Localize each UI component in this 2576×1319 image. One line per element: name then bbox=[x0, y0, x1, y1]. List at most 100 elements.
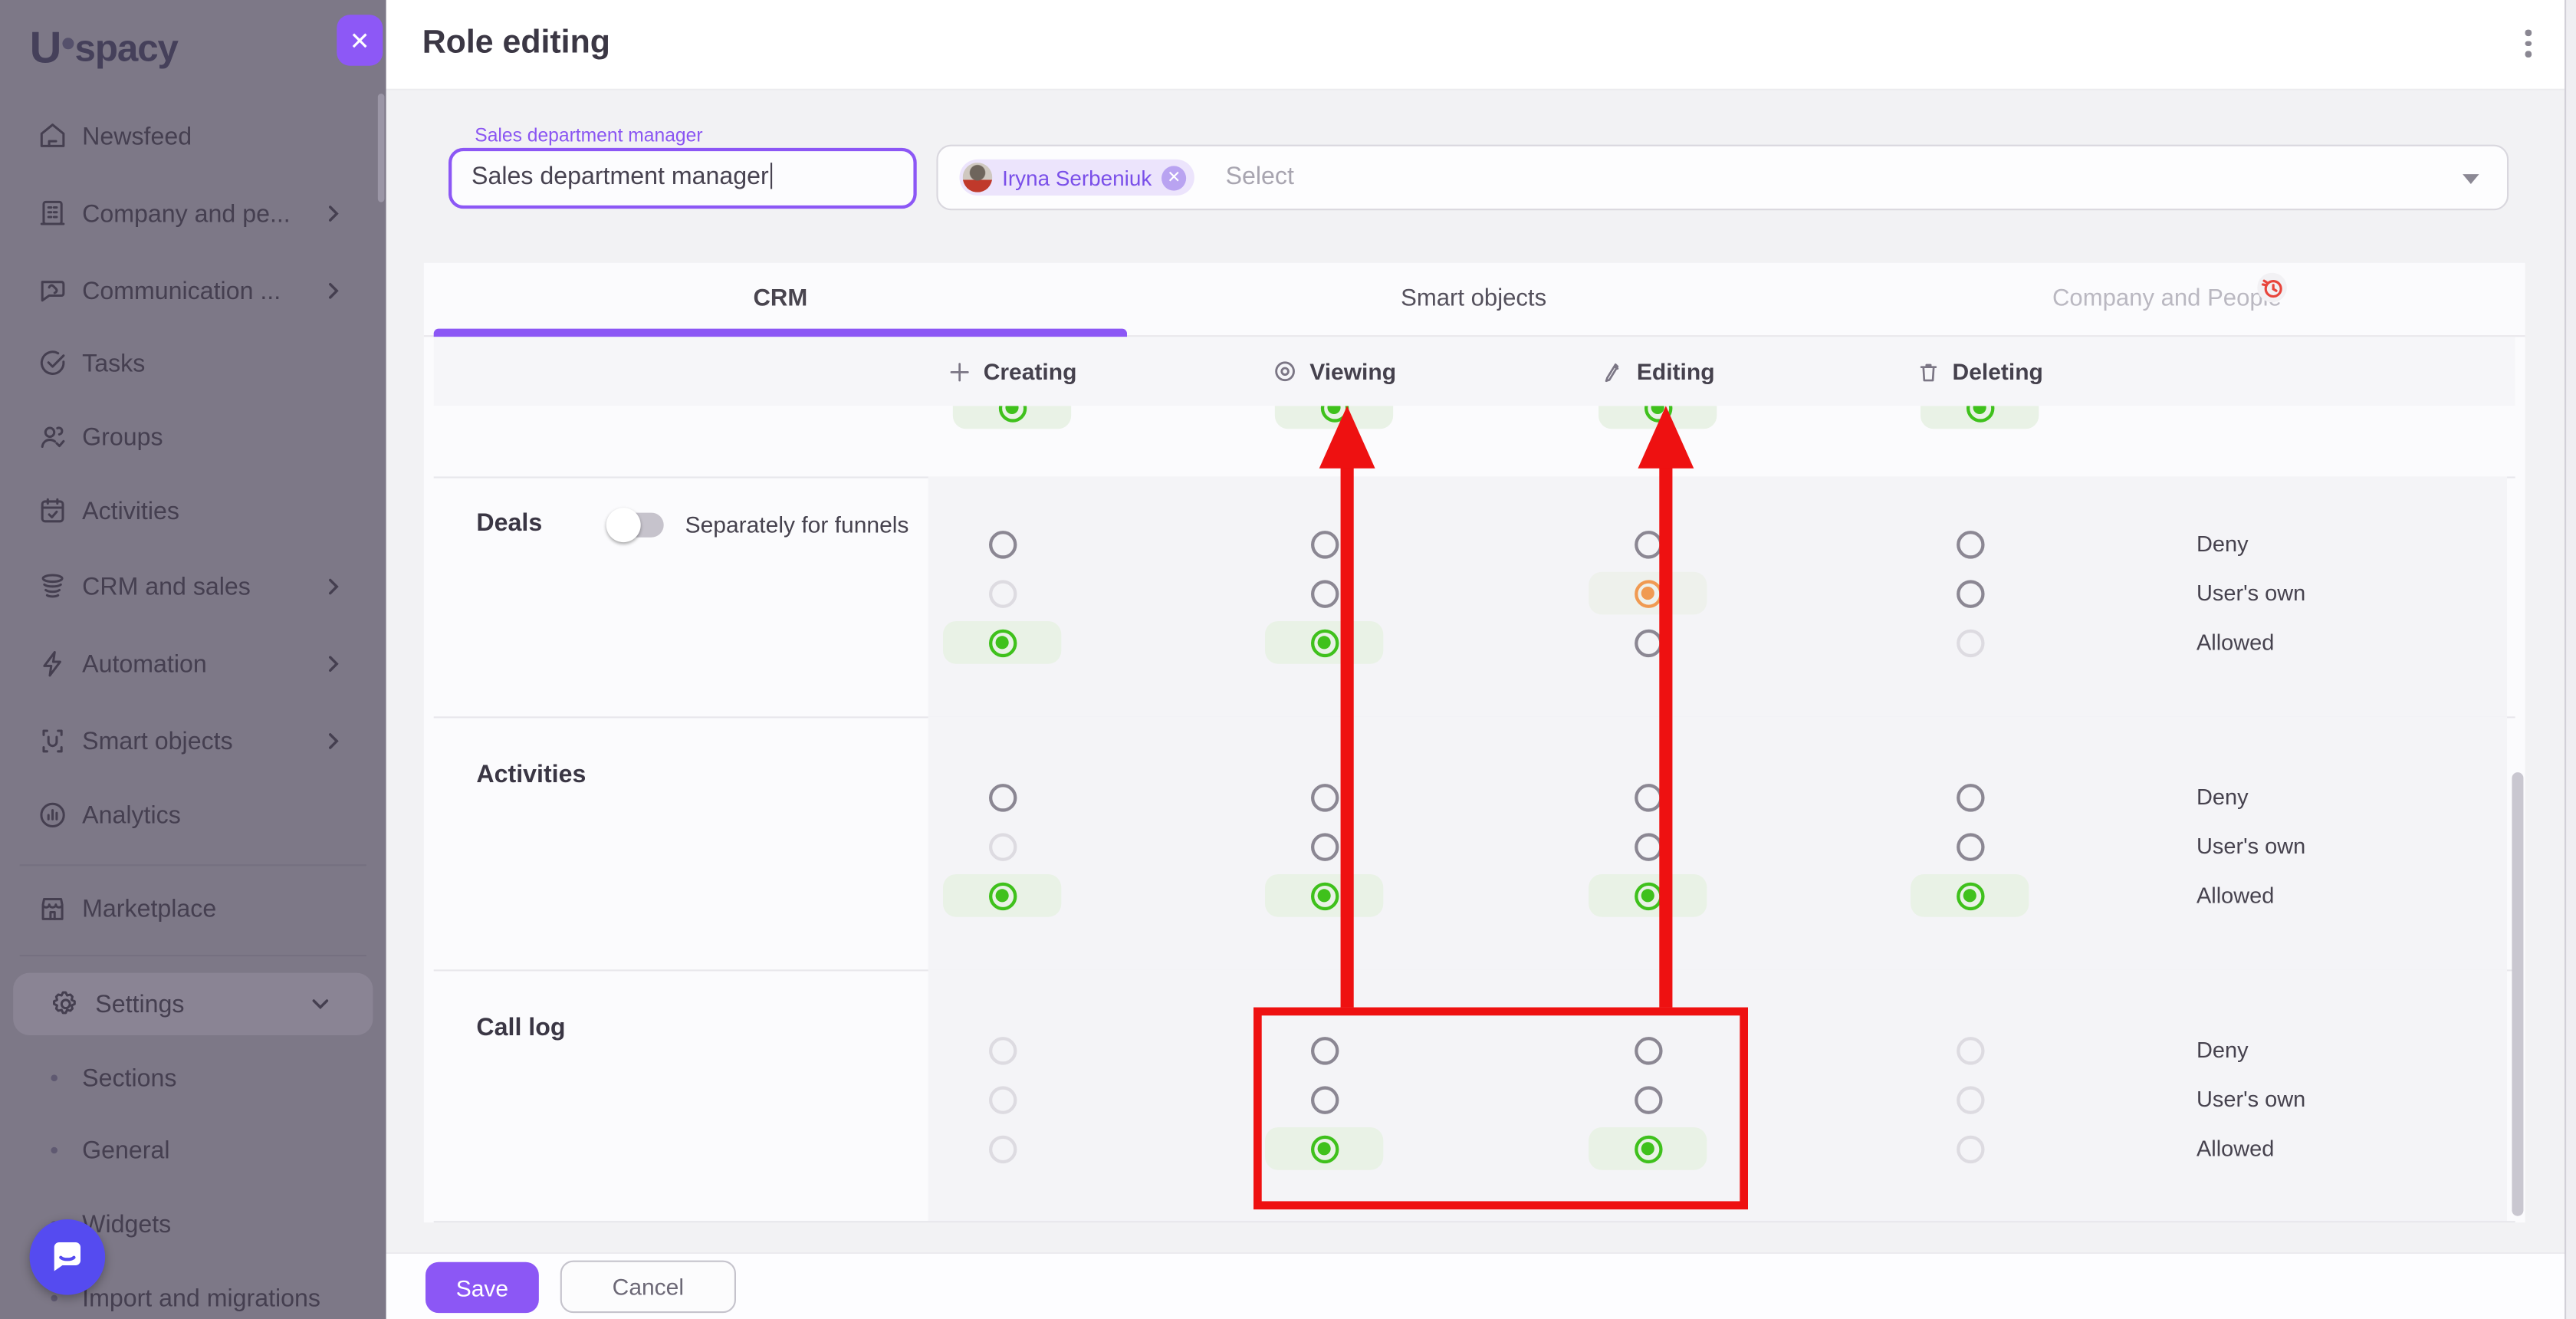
sidebar-item-label: Company and pe... bbox=[82, 199, 291, 228]
radio-icon bbox=[987, 530, 1017, 558]
radio-deals-viewing-allowed[interactable] bbox=[1265, 621, 1384, 664]
annotation-arrowhead-editing bbox=[1638, 406, 1694, 469]
radio-call-log-viewing-deny[interactable] bbox=[1265, 1028, 1383, 1071]
sidebar-item-settings[interactable]: Settings bbox=[13, 972, 373, 1035]
save-button[interactable]: Save bbox=[426, 1261, 539, 1314]
radio-deals-editing-deny[interactable] bbox=[1589, 522, 1707, 565]
radio-call-log-editing-deny[interactable] bbox=[1589, 1028, 1707, 1071]
sidebar-item-tasks[interactable]: Tasks bbox=[0, 331, 386, 396]
radio-activities-viewing-own[interactable] bbox=[1265, 825, 1383, 868]
more-options-button[interactable] bbox=[2525, 29, 2532, 62]
radio-deals-creating-deny[interactable] bbox=[943, 522, 1061, 565]
radio-activities-editing-own[interactable] bbox=[1589, 825, 1707, 868]
radio-deals-editing-own[interactable] bbox=[1589, 571, 1707, 615]
sidebar-item-smart-objects[interactable]: Smart objects bbox=[0, 709, 386, 775]
sidebar-subitem-label: Import and migrations bbox=[82, 1284, 321, 1313]
company-icon bbox=[40, 200, 65, 225]
radio-icon bbox=[1309, 530, 1339, 558]
sidebar-item-label: Groups bbox=[82, 423, 163, 452]
radio-call-log-deleting-own[interactable] bbox=[1911, 1078, 2029, 1121]
home-icon bbox=[40, 123, 65, 147]
chevron-down-icon bbox=[312, 999, 329, 1009]
radio-deals-deleting-own[interactable] bbox=[1911, 572, 2029, 615]
sidebar-item-crm-and-sales[interactable]: CRM and sales bbox=[0, 554, 386, 620]
radio-call-log-viewing-allowed[interactable] bbox=[1265, 1127, 1384, 1170]
radio-activities-viewing-allowed[interactable] bbox=[1265, 874, 1384, 917]
radio-activities-deleting-allowed[interactable] bbox=[1911, 874, 2029, 917]
uspacy-logo: U spacy bbox=[30, 13, 179, 72]
radio-activities-editing-allowed[interactable] bbox=[1589, 874, 1707, 917]
dropdown-caret-icon[interactable] bbox=[2463, 174, 2479, 184]
sidebar-subitem-import-and-migrations[interactable]: Import and migrations bbox=[0, 1274, 386, 1319]
radio-allowed[interactable] bbox=[1921, 406, 2039, 429]
sidebar-subitem-sections[interactable]: Sections bbox=[0, 1054, 386, 1103]
radio-call-log-editing-own[interactable] bbox=[1589, 1078, 1707, 1121]
automation-icon bbox=[43, 651, 61, 677]
sidebar-item-analytics[interactable]: Analytics bbox=[0, 782, 386, 848]
radio-icon bbox=[1309, 1134, 1339, 1163]
radio-activities-deleting-own[interactable] bbox=[1911, 825, 2029, 868]
tab-smart-objects[interactable]: Smart objects bbox=[1127, 263, 1820, 335]
radio-activities-deleting-deny[interactable] bbox=[1911, 775, 2029, 818]
trash-icon bbox=[1920, 363, 1937, 381]
radio-icon bbox=[1965, 406, 1994, 422]
radio-deals-deleting-allowed[interactable] bbox=[1911, 621, 2029, 664]
sidebar-item-newsfeed[interactable]: Newsfeed bbox=[0, 104, 386, 169]
option-label-deny: Deny bbox=[2196, 531, 2249, 557]
radio-call-log-creating-own[interactable] bbox=[943, 1078, 1061, 1121]
radio-call-log-creating-deny[interactable] bbox=[943, 1028, 1061, 1071]
sidebar-close-button[interactable]: ✕ bbox=[337, 15, 383, 66]
radio-icon bbox=[1309, 783, 1339, 811]
radio-call-log-viewing-own[interactable] bbox=[1265, 1078, 1383, 1121]
separately-for-funnels-toggle[interactable] bbox=[606, 508, 664, 543]
radio-deals-deleting-deny[interactable] bbox=[1911, 522, 2029, 565]
radio-activities-creating-allowed[interactable] bbox=[943, 874, 1062, 917]
sidebar-item-marketplace[interactable]: Marketplace bbox=[0, 876, 386, 942]
radio-call-log-creating-allowed[interactable] bbox=[943, 1127, 1061, 1170]
sidebar-subitem-general[interactable]: General bbox=[0, 1126, 386, 1175]
radio-deals-viewing-deny[interactable] bbox=[1265, 522, 1383, 565]
sidebar-item-groups[interactable]: Groups bbox=[0, 404, 386, 470]
cancel-button[interactable]: Cancel bbox=[560, 1260, 736, 1314]
sidebar-scrollbar[interactable] bbox=[377, 94, 385, 202]
radio-call-log-deleting-deny[interactable] bbox=[1911, 1028, 2029, 1071]
chat-bubble-icon bbox=[54, 1242, 80, 1271]
radio-call-log-deleting-allowed[interactable] bbox=[1911, 1127, 2029, 1170]
radio-deals-creating-own[interactable] bbox=[943, 572, 1061, 615]
pencil-icon bbox=[1605, 362, 1619, 382]
sidebar-item-automation[interactable]: Automation bbox=[0, 631, 386, 697]
radio-activities-viewing-deny[interactable] bbox=[1265, 775, 1383, 818]
radio-icon bbox=[1634, 1134, 1662, 1163]
radio-call-log-editing-allowed[interactable] bbox=[1589, 1127, 1707, 1170]
activities-icon bbox=[41, 498, 64, 523]
window-scrollbar[interactable] bbox=[2564, 0, 2576, 1319]
analytics-icon bbox=[40, 802, 65, 828]
sidebar-item-communication[interactable]: Communication ... bbox=[0, 258, 386, 324]
role-members-select[interactable]: Iryna Serbeniuk ✕ Select bbox=[936, 144, 2509, 211]
member-chip[interactable]: Iryna Serbeniuk ✕ bbox=[959, 159, 1194, 196]
radio-deals-creating-allowed[interactable] bbox=[943, 621, 1062, 664]
plus-icon bbox=[950, 362, 969, 381]
eye-icon bbox=[1275, 361, 1295, 382]
radio-icon bbox=[1634, 1085, 1662, 1113]
tab-company-and-people[interactable]: Company and People bbox=[1820, 263, 2513, 335]
chip-remove-icon[interactable]: ✕ bbox=[1162, 165, 1187, 190]
radio-icon bbox=[1309, 1036, 1339, 1064]
role-name-input[interactable]: Sales department manager bbox=[449, 147, 917, 209]
tab-label: Company and People bbox=[2052, 285, 2282, 313]
sidebar-item-company-and-people[interactable]: Company and pe... bbox=[0, 181, 386, 247]
chevron-right-icon bbox=[328, 656, 339, 672]
bullet-icon bbox=[51, 1294, 58, 1302]
chat-launcher-button[interactable] bbox=[29, 1219, 106, 1295]
radio-activities-editing-deny[interactable] bbox=[1589, 775, 1707, 818]
radio-allowed[interactable] bbox=[952, 406, 1072, 429]
radio-activities-creating-deny[interactable] bbox=[943, 775, 1061, 818]
radio-icon bbox=[1956, 1134, 1984, 1163]
radio-deals-editing-allowed[interactable] bbox=[1589, 621, 1707, 664]
radio-deals-viewing-own[interactable] bbox=[1265, 572, 1383, 615]
radio-activities-creating-own[interactable] bbox=[943, 825, 1061, 868]
sidebar-item-activities[interactable]: Activities bbox=[0, 479, 386, 544]
tab-crm[interactable]: CRM bbox=[434, 263, 1127, 335]
activities-permissions-panel bbox=[928, 716, 2507, 970]
table-scrollbar-thumb[interactable] bbox=[2512, 772, 2524, 1216]
